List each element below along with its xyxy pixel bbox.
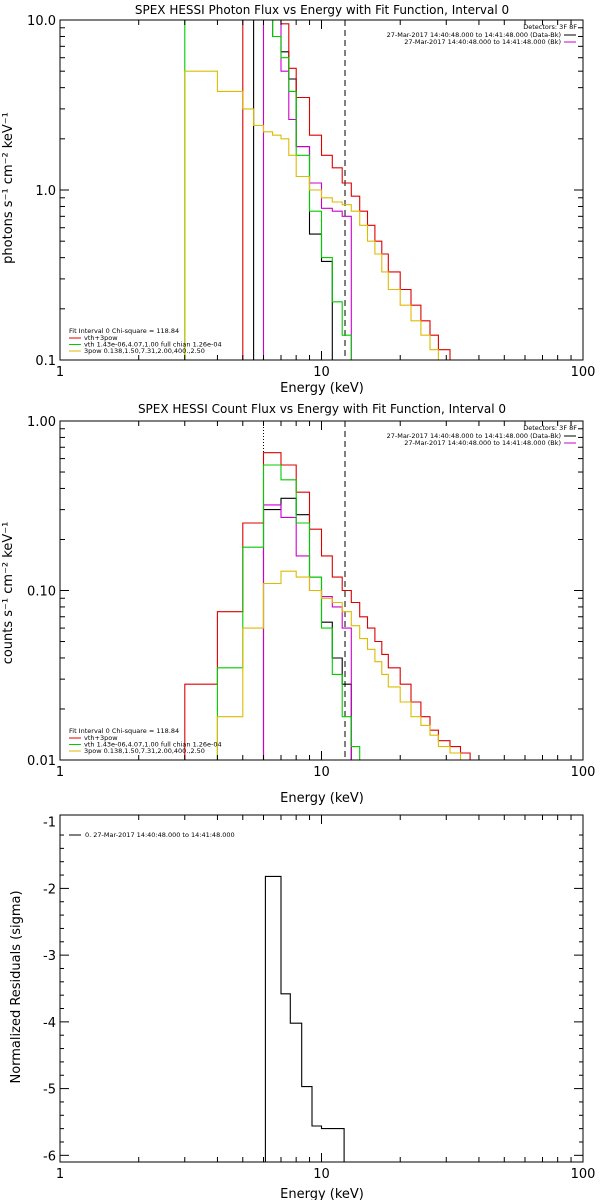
panel2-xlabel: Energy (keV) bbox=[280, 791, 364, 806]
series-line-0 bbox=[262, 497, 352, 760]
series-line-2 bbox=[184, 452, 490, 760]
count-flux-panel: SPEX HESSI Count Flux vs Energy with Fit… bbox=[1, 402, 595, 806]
y-tick-label: 0.01 bbox=[27, 754, 56, 769]
y-tick-label: -6 bbox=[43, 1149, 56, 1164]
y-tick-label: -5 bbox=[43, 1083, 56, 1098]
x-tick-label: 100 bbox=[571, 365, 596, 380]
panel2-ylabel: counts s⁻¹ cm⁻² keV⁻¹ bbox=[1, 522, 16, 665]
plot-frame bbox=[59, 814, 584, 1163]
legend-fit-entry: vth+3pow bbox=[84, 334, 118, 342]
x-tick-label: 1 bbox=[56, 1167, 64, 1182]
y-tick-label: 0.1 bbox=[35, 354, 56, 369]
y-tick-label: -4 bbox=[43, 1016, 56, 1031]
legend-fit-entry: 3pow 0.138,1.50,7.31,2.00,400.,2.50 bbox=[84, 747, 205, 755]
x-tick-label: 1 bbox=[56, 765, 64, 780]
panel1-xlabel: Energy (keV) bbox=[280, 381, 364, 396]
y-tick-label: -1 bbox=[43, 816, 56, 831]
series-line-3 bbox=[216, 464, 375, 760]
series-line-4 bbox=[184, 70, 461, 360]
series-line-0 bbox=[264, 875, 345, 1162]
y-tick-label: 0.10 bbox=[27, 585, 56, 600]
y-tick-label: 1.0 bbox=[35, 184, 56, 199]
panel1-ylabel: photons s⁻¹ cm⁻² keV⁻¹ bbox=[1, 112, 16, 264]
series-line-4 bbox=[184, 570, 479, 760]
series-group bbox=[184, 452, 490, 760]
legend-top-entry: 27-Mar-2017 14:40:48.000 to 14:41:48.000… bbox=[387, 31, 561, 39]
legend-top-header: Detectors: 3F 8F bbox=[523, 23, 577, 31]
series-group bbox=[264, 875, 345, 1162]
y-tick-label: 1.00 bbox=[27, 415, 56, 430]
y-tick-label: -3 bbox=[43, 949, 56, 964]
legend-entry: 0. 27-Mar-2017 14:40:48.000 to 14:41:48.… bbox=[85, 831, 235, 839]
legend-fit-entry: vth 1.43e-06,4.07,1.00 full chian 1.26e-… bbox=[84, 741, 222, 749]
legend-top-header: Detectors: 3F 8F bbox=[523, 424, 577, 432]
y-tick-label: -2 bbox=[43, 882, 56, 897]
x-tick-label: 10 bbox=[313, 765, 330, 780]
x-tick-label: 10 bbox=[313, 1167, 330, 1182]
legend-fit-header: Fit Interval 0 Chi-square = 118.84 bbox=[69, 327, 179, 335]
legend-fit-entry: vth+3pow bbox=[84, 734, 118, 742]
legend-top-entry: 27-Mar-2017 14:40:48.000 to 14:41:48.000… bbox=[387, 432, 561, 440]
panel1-title: SPEX HESSI Photon Flux vs Energy with Fi… bbox=[135, 3, 509, 17]
series-line-2 bbox=[242, 20, 471, 360]
photon-flux-panel: SPEX HESSI Photon Flux vs Energy with Fi… bbox=[1, 3, 595, 396]
panel3-plot-area: 1 10 100 -1 -2 -3 -4 -5 -6 0. 27-Mar-2017 14:40:4… bbox=[43, 814, 596, 1182]
legend-fit-entry: 3pow 0.138,1.50,7.31,2.00,400.,2.50 bbox=[84, 347, 205, 355]
legend-top-entry: 27-Mar-2017 14:40:48.000 to 14:41:48.000… bbox=[404, 38, 561, 46]
series-line-3 bbox=[184, 20, 368, 360]
panel3-ylabel: Normalized Residuals (sigma) bbox=[9, 890, 24, 1083]
series-line-1 bbox=[262, 20, 352, 360]
y-tick-label: 10.0 bbox=[27, 14, 56, 29]
panel2-title: SPEX HESSI Count Flux vs Energy with Fit… bbox=[138, 402, 506, 416]
series-group bbox=[184, 20, 471, 360]
legend-fit-header: Fit Interval 0 Chi-square = 118.84 bbox=[69, 727, 179, 735]
legend-fit-entry: vth 1.43e-06,4.07,1.00 full chian 1.26e-… bbox=[84, 341, 222, 349]
residuals-panel: 1 10 100 -1 -2 -3 -4 -5 -6 0. 27-Mar-2017 14:40:4… bbox=[9, 814, 596, 1200]
panel3-xlabel: Energy (keV) bbox=[280, 1187, 364, 1200]
series-line-1 bbox=[262, 504, 352, 760]
legend-top-entry: 27-Mar-2017 14:40:48.000 to 14:41:48.000… bbox=[404, 439, 561, 447]
x-tick-label: 100 bbox=[571, 765, 596, 780]
x-tick-label: 10 bbox=[313, 365, 330, 380]
x-tick-label: 1 bbox=[56, 365, 64, 380]
x-tick-label: 100 bbox=[571, 1167, 596, 1182]
